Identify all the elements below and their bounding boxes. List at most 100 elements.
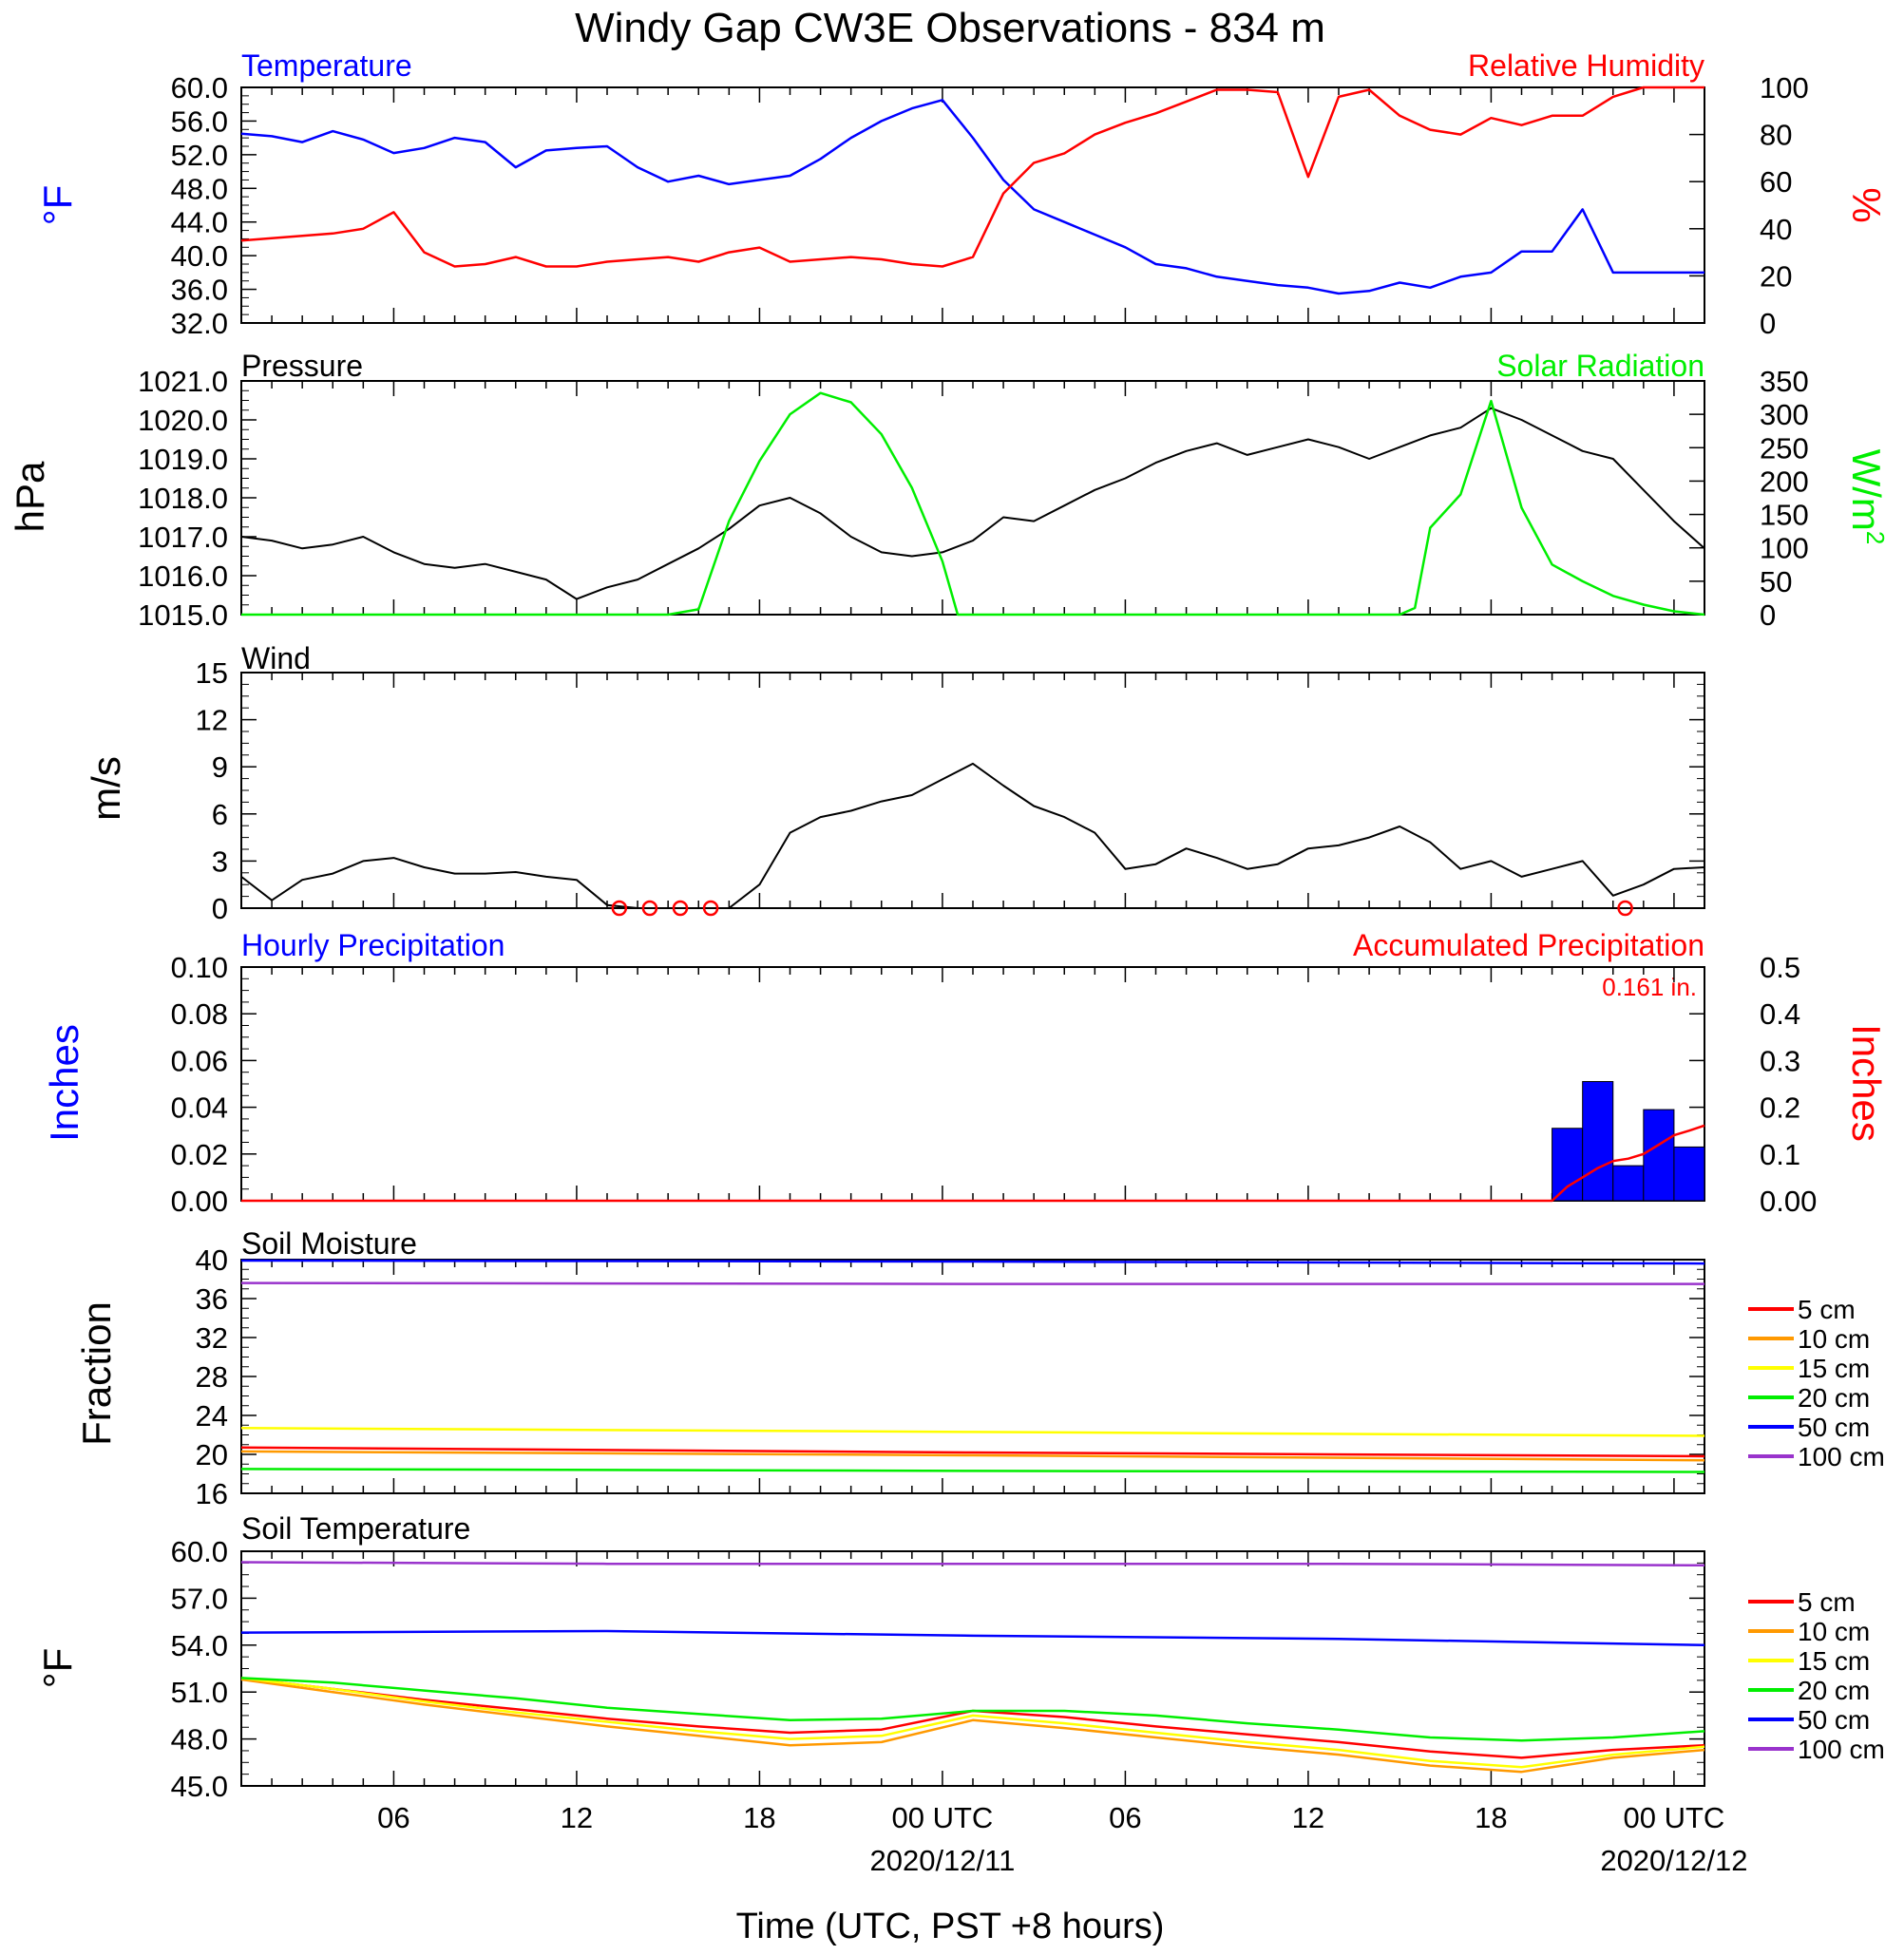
y-tick-label: 28 — [196, 1360, 228, 1394]
temperature-humidity-panel: Temperature Relative Humidity °F % 60.05… — [35, 48, 1889, 340]
y-tick-label: 0.04 — [171, 1091, 228, 1125]
legend-label: 50 cm — [1798, 1413, 1870, 1442]
y-tick-label: 48.0 — [171, 1723, 228, 1756]
y-tick-label: 0.3 — [1760, 1044, 1800, 1077]
accumulated-precip-title: Accumulated Precipitation — [1353, 928, 1704, 962]
x-tick-label: 18 — [743, 1801, 775, 1834]
wind-title: Wind — [241, 641, 311, 675]
y-tick-label: 44.0 — [171, 206, 228, 239]
calm-wind-marker — [1617, 900, 1633, 917]
y-tick-label: 50 — [1760, 565, 1792, 598]
x-axis-label: Time (UTC, PST +8 hours) — [736, 1907, 1165, 1946]
legend-label: 15 cm — [1798, 1646, 1870, 1676]
y-tick-label: 57.0 — [171, 1582, 228, 1615]
soil-temperature-panel: Soil Temperature °F 60.0 57.0 54.0 51.0 48.0… — [35, 1511, 1885, 1803]
legend-label: 100 cm — [1798, 1442, 1885, 1471]
y-tick-label: 0.02 — [171, 1138, 228, 1171]
y-tick-label: 0.4 — [1760, 997, 1800, 1031]
x-tick-label: 18 — [1475, 1801, 1507, 1834]
x-tick-label: 12 — [1292, 1801, 1324, 1834]
y-tick-label: 51.0 — [171, 1676, 228, 1709]
x-tick-label: 00 UTC — [1624, 1801, 1725, 1834]
series-line — [240, 1450, 1705, 1462]
pressure-solar-plot: 1021.0 1020.0 1019.0 1018.0 1017.0 1016.0 1015… — [138, 365, 1809, 632]
y-tick-label: 60 — [1760, 165, 1792, 199]
y-tick-label: 0.10 — [171, 951, 228, 984]
series-line — [241, 1124, 1705, 1203]
legend-label: 10 cm — [1798, 1324, 1870, 1354]
y-tick-label: 32 — [196, 1321, 228, 1355]
y-tick-label: 20 — [196, 1438, 228, 1471]
pressure-title: Pressure — [241, 349, 363, 383]
y-tick-label: 45.0 — [171, 1770, 228, 1803]
series-line — [240, 407, 1705, 600]
wind-plot: 15 12 9 6 3 0 — [196, 656, 1705, 925]
y-tick-label: 300 — [1760, 398, 1809, 431]
precip-bar — [1673, 1146, 1705, 1202]
y-tick-label: 0.06 — [171, 1044, 228, 1077]
pressure-axis-label: hPa — [8, 461, 52, 532]
y-tick-label: 0.1 — [1760, 1138, 1800, 1171]
y-tick-label: 0 — [212, 892, 228, 925]
temperature-axis-label: °F — [35, 185, 80, 225]
legend-label: 20 cm — [1798, 1383, 1870, 1413]
series-line — [240, 1677, 1705, 1742]
y-tick-label: 40.0 — [171, 239, 228, 273]
calm-wind-marker — [611, 900, 628, 917]
x-axis-tick-labels: 06 12 18 00 UTC 2020/12/11 06 12 18 00 UTC 2020/1… — [377, 1801, 1747, 1877]
y-tick-label: 12 — [196, 704, 228, 737]
y-tick-label: 56.0 — [171, 104, 228, 138]
precipitation-panel: Hourly Precipitation Accumulated Precipi… — [42, 928, 1889, 1218]
series-line — [240, 762, 1705, 909]
series-line — [240, 1677, 1705, 1769]
series-line — [240, 99, 1704, 295]
soil-temperature-plot: 60.0 57.0 54.0 51.0 48.0 45.0 — [171, 1535, 1705, 1803]
legend-label: 50 cm — [1798, 1705, 1870, 1735]
legend-label: 100 cm — [1798, 1735, 1885, 1764]
legend-label: 10 cm — [1798, 1617, 1870, 1646]
figure-title: Windy Gap CW3E Observations - 834 m — [575, 5, 1325, 51]
legend-label: 5 cm — [1798, 1587, 1856, 1617]
temperature-title: Temperature — [241, 48, 412, 83]
y-tick-label: 48.0 — [171, 172, 228, 205]
accumulated-total-label: 0.161 in. — [1602, 973, 1697, 1001]
x-tick-date-label: 2020/12/12 — [1600, 1844, 1747, 1877]
x-tick-label: 12 — [561, 1801, 593, 1834]
soil-moisture-panel: Soil Moisture Fraction 40 36 32 28 24 20 16 5 … — [74, 1226, 1885, 1510]
y-tick-label: 0 — [1760, 307, 1776, 340]
y-tick-label: 250 — [1760, 431, 1809, 465]
y-tick-label: 1015.0 — [138, 598, 228, 632]
y-tick-label: 60.0 — [171, 1535, 228, 1568]
series-line — [240, 1281, 1704, 1285]
y-tick-label: 54.0 — [171, 1629, 228, 1662]
x-tick-label: 00 UTC — [892, 1801, 994, 1834]
precipitation-plot: 0.10 0.08 0.06 0.04 0.02 0.00 0.5 0.4 0.3 0.2 0.1 0… — [171, 951, 1818, 1218]
soil-moisture-title: Soil Moisture — [241, 1226, 417, 1261]
y-tick-label: 1020.0 — [138, 404, 228, 437]
y-tick-label: 3 — [212, 845, 228, 878]
humidity-axis-label: % — [1844, 187, 1889, 222]
hourly-precip-axis-label: Inches — [42, 1024, 86, 1142]
calm-wind-marker — [672, 900, 689, 917]
y-tick-label: 52.0 — [171, 139, 228, 172]
soil-temperature-title: Soil Temperature — [241, 1511, 470, 1546]
y-tick-label: 36.0 — [171, 274, 228, 307]
soil-temperature-axis-label: °F — [35, 1648, 80, 1688]
hourly-precip-title: Hourly Precipitation — [241, 928, 505, 962]
series-line — [240, 1561, 1705, 1567]
y-tick-label: 0.00 — [1760, 1185, 1817, 1218]
y-tick-label: 24 — [196, 1399, 228, 1433]
y-tick-label: 6 — [212, 798, 228, 831]
calm-wind-marker — [702, 900, 719, 917]
wind-axis-label: m/s — [84, 756, 128, 821]
y-tick-label: 80 — [1760, 119, 1792, 152]
precip-bar — [1643, 1109, 1675, 1202]
y-tick-label: 0 — [1760, 598, 1776, 632]
y-tick-label: 0.5 — [1760, 951, 1800, 984]
y-tick-label: 32.0 — [171, 307, 228, 340]
series-line — [240, 1468, 1705, 1473]
y-tick-label: 15 — [196, 656, 228, 690]
y-tick-label: 9 — [212, 750, 228, 784]
humidity-title: Relative Humidity — [1468, 48, 1704, 83]
